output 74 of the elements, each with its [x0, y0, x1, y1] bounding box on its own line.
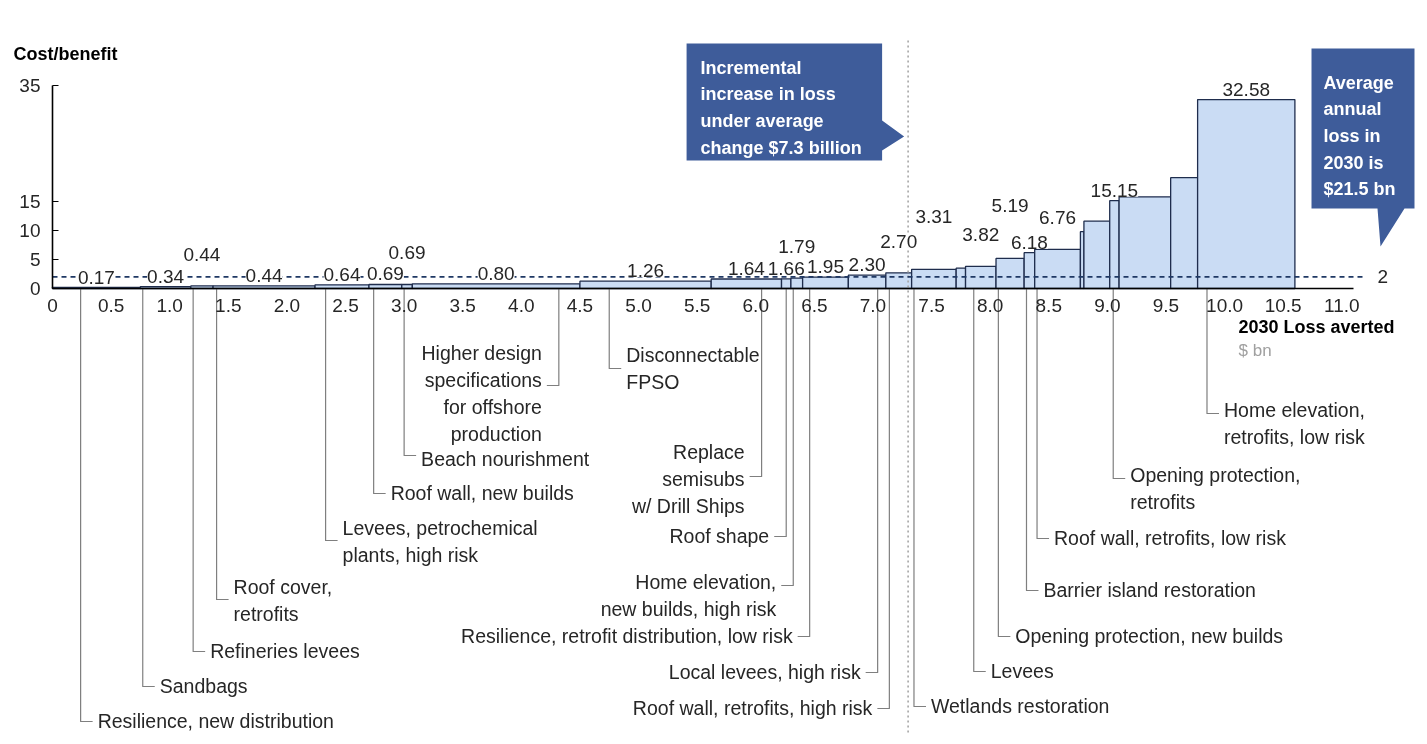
x-tick-label: 10.5	[1264, 294, 1302, 316]
annotation: Beach nourishment	[421, 447, 590, 470]
x-tick-label: 1.0	[156, 294, 183, 316]
data-label: 1.66	[767, 257, 805, 279]
annotation: Higher design specifications for offshore production	[421, 341, 543, 445]
data-label: 2.70	[880, 230, 918, 252]
x-tick-label: 9.0	[1094, 294, 1121, 316]
data-label: 0.34	[147, 265, 185, 287]
data-label: 32.58	[1222, 78, 1271, 100]
data-label: 0.69	[366, 263, 404, 285]
annotation: Resilience, retrofit distribution, low risk	[461, 624, 793, 647]
x-tick-label: 9.5	[1152, 294, 1180, 316]
data-label: 0.44	[183, 243, 221, 265]
x-tick-label: 3.0	[390, 294, 418, 316]
data-label: 0.64	[323, 263, 361, 285]
x-tick-label: 3.5	[449, 294, 476, 316]
data-label: 6.18	[1010, 231, 1048, 253]
data-label: 1.26	[627, 260, 665, 282]
data-label: 3.31	[915, 206, 953, 228]
data-label: 0.44	[245, 264, 283, 286]
annotation: Wetlands restoration	[930, 694, 1110, 717]
annotation: Roof wall, retrofits, high risk	[632, 696, 873, 719]
x-tick-label: 5.5	[683, 294, 711, 316]
ref-line-label: Incremental increase in loss under average change $7.3 billion	[700, 57, 862, 158]
annotation: Levees, petrochemical plants, high risk	[342, 516, 538, 566]
data-label: 1.79	[778, 236, 816, 258]
data-label: 0.69	[388, 242, 426, 264]
annotation: Home elevation, new builds, high risk	[600, 570, 777, 620]
y-tick-label: 10	[19, 220, 41, 241]
annotation: Average annual loss in 2030 is $21.5 bn	[1323, 72, 1396, 200]
annotation: Roof wall, new builds	[390, 481, 575, 504]
annotation: Replace semisubs w/ Drill Ships	[630, 440, 745, 517]
data-label: 2.30	[848, 254, 886, 276]
x-tick-label: 10.0	[1206, 294, 1244, 316]
x-axis-title: 2030 Loss averted	[1238, 316, 1395, 337]
annotation: Opening protection, retrofits	[1130, 463, 1301, 513]
x-tick-label: 2.0	[273, 294, 301, 316]
x-tick-label: 2.5	[332, 294, 359, 316]
annotation: Local levees, high risk	[668, 660, 861, 683]
y-tick-label: 15	[19, 191, 41, 212]
annotation: Disconnectable FPSO	[626, 343, 760, 393]
x-tick-label: 0	[47, 294, 58, 316]
data-label: 15.15	[1090, 179, 1139, 201]
y-tick-label: 0	[29, 278, 41, 299]
data-label: 0.80	[477, 262, 515, 284]
x-tick-label: 6.5	[801, 294, 828, 316]
x-tick-label: 0.5	[97, 294, 125, 316]
annotation: Refineries levees	[210, 639, 360, 662]
x-tick-label: 11.0	[1323, 294, 1360, 316]
annotation: Roof wall, retrofits, low risk	[1054, 526, 1287, 549]
data-label: 5.19	[991, 195, 1029, 217]
annotation: Levees	[990, 659, 1054, 682]
y-axis-title: Cost/benefit	[13, 43, 118, 64]
annotation: Roof shape	[669, 524, 770, 547]
y-tick-label: 5	[29, 249, 41, 270]
data-label: 1.64	[727, 257, 766, 279]
text: $ bn	[1238, 341, 1272, 360]
ref-line-label: 2	[1377, 266, 1389, 288]
annotation: Barrier island restoration	[1043, 578, 1256, 601]
annotation: Sandbags	[159, 674, 248, 697]
x-tick-label: 7.5	[918, 294, 945, 316]
annotation: Opening protection, new builds	[1015, 624, 1284, 647]
y-tick-label: 35	[19, 75, 41, 96]
annotation: Roof cover, retrofits	[233, 575, 333, 625]
x-tick-label: 4.0	[508, 294, 535, 316]
data-label: 0.17	[77, 266, 115, 288]
data-label: 3.82	[962, 224, 1000, 246]
data-label: 6.76	[1039, 207, 1077, 229]
x-tick-label: 8.5	[1035, 294, 1062, 316]
annotation: Resilience, new distribution	[97, 709, 334, 732]
x-tick-label: 4.5	[566, 294, 594, 316]
x-tick-label: 5.0	[625, 294, 652, 316]
data-label: 1.95	[806, 256, 844, 278]
annotation: Home elevation, retrofits, low risk	[1223, 398, 1366, 448]
